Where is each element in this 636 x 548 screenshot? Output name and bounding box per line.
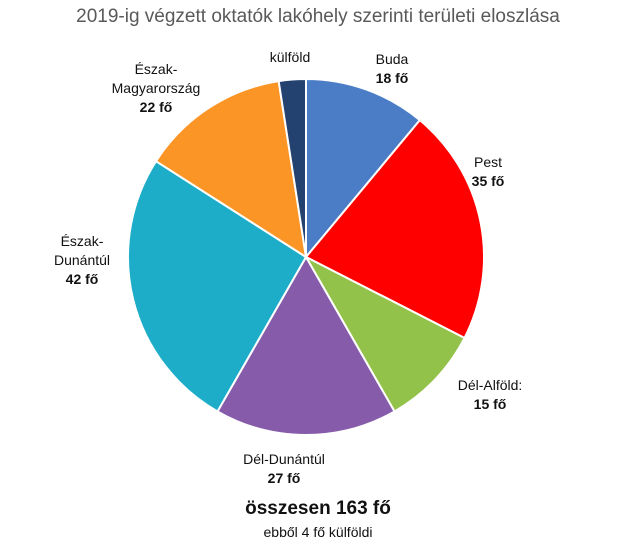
slice-name-1-0: Pest — [473, 154, 502, 170]
pie-slice-1 — [304, 118, 485, 340]
slice-value-1: 35 fő — [471, 173, 505, 189]
slice-label-2: Dél-Alföld: 15 fő — [420, 376, 560, 414]
pie-slice-5 — [154, 79, 308, 260]
pie-slice-3 — [216, 254, 396, 436]
slice-label-5: Észak- Magyarország 22 fő — [86, 60, 226, 117]
slice-label-4: Észak- Dunántúl 42 fő — [12, 232, 152, 289]
total-note: ebből 4 fő külföldi — [263, 524, 373, 540]
pie-slice-2 — [303, 254, 466, 413]
slice-value-3: 27 fő — [267, 470, 301, 486]
slice-name-5-0: Észak- — [134, 61, 178, 77]
slice-name-4-0: Észak- — [60, 233, 104, 249]
slice-name-0-0: Buda — [375, 51, 409, 67]
slice-name-6-0: külföld — [269, 49, 311, 65]
slice-value-4: 42 fő — [65, 271, 99, 287]
slice-value-0: 18 fő — [375, 70, 409, 86]
pie-slice-0 — [305, 77, 422, 260]
slice-name-5-1: Magyarország — [111, 80, 201, 96]
slice-name-4-1: Dunántúl — [53, 252, 111, 268]
slice-name-3-0: Dél-Dunántúl — [243, 451, 325, 467]
slice-label-6: külföld — [220, 48, 360, 67]
slice-value-2: 15 fő — [473, 396, 507, 412]
chart-title: 2019-ig végzett oktatók lakóhely szerint… — [76, 6, 560, 27]
slice-label-3: Dél-Dunántúl 27 fő — [214, 450, 354, 488]
slice-name-2-0: Dél-Alföld: — [457, 377, 523, 393]
pie-slice-6 — [277, 77, 307, 258]
slice-label-1: Pest 35 fő — [418, 153, 558, 191]
slice-value-5: 22 fő — [139, 99, 173, 115]
slice-label-0: Buda 18 fő — [322, 50, 462, 88]
total-label: összesen 163 fő — [245, 498, 391, 519]
pie-slice-4 — [127, 159, 308, 413]
